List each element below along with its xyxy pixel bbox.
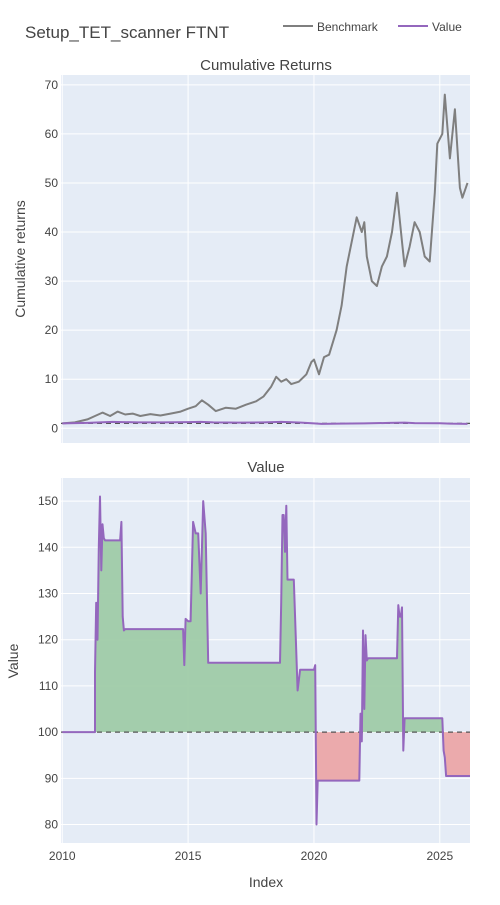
value-y-tick-label: 120 bbox=[38, 633, 58, 647]
value-x-ticks: 2010 2015 2020 2025 bbox=[49, 849, 454, 863]
value-panel-title: Value bbox=[247, 459, 284, 476]
value-x-axis-label: Index bbox=[249, 874, 283, 890]
value-y-tick-label: 110 bbox=[39, 679, 58, 693]
gain-fill-area bbox=[62, 496, 471, 733]
legend-label-benchmark[interactable]: Benchmark bbox=[317, 20, 379, 34]
series-line-value bbox=[62, 495, 470, 826]
cumulative-returns-y-tick-label: 40 bbox=[45, 225, 59, 239]
value-y-tick-label: 80 bbox=[45, 818, 59, 832]
cumulative-returns-y-tick-label: 10 bbox=[45, 372, 59, 386]
value-y-tick-label: 150 bbox=[38, 494, 58, 508]
value-lines bbox=[61, 495, 470, 826]
value-y-ticks: 80 90 100 110 120 130 140 150 bbox=[38, 494, 58, 831]
cumulative-returns-y-tick-label: 50 bbox=[45, 176, 59, 190]
cumulative-returns-y-tick-label: 70 bbox=[45, 78, 59, 92]
cumulative-returns-y-tick-label: 0 bbox=[51, 421, 58, 435]
value-y-tick-label: 90 bbox=[45, 771, 59, 785]
cumulative-returns-panel: Cumulative Returns Cumulative returns 0 1… bbox=[12, 57, 470, 443]
value-y-tick-label: 140 bbox=[38, 540, 58, 554]
value-y-axis-label: Value bbox=[5, 643, 21, 678]
chart-title: Setup_TET_scanner FTNT bbox=[25, 23, 229, 42]
cumulative-returns-gridlines bbox=[61, 75, 470, 443]
value-x-tick-label: 2010 bbox=[49, 849, 76, 863]
cumulative-returns-plot-area[interactable] bbox=[61, 75, 470, 443]
cumulative-returns-y-axis-label: Cumulative returns bbox=[12, 200, 28, 318]
value-panel: Value Value Index 80 90 100 110 120 130 140 150… bbox=[5, 459, 471, 890]
cumulative-returns-title: Cumulative Returns bbox=[200, 57, 332, 74]
value-x-tick-label: 2025 bbox=[426, 849, 453, 863]
value-x-tick-label: 2020 bbox=[301, 849, 328, 863]
cumulative-returns-y-ticks: 0 10 20 30 40 50 60 70 bbox=[45, 78, 59, 435]
cumulative-returns-lines bbox=[61, 93, 470, 425]
value-y-tick-label: 130 bbox=[38, 587, 58, 601]
legend-label-value[interactable]: Value bbox=[432, 20, 462, 34]
value-x-tick-label: 2015 bbox=[175, 849, 202, 863]
cumulative-returns-y-tick-label: 60 bbox=[45, 127, 59, 141]
series-line-value bbox=[62, 420, 468, 425]
series-line-benchmark bbox=[62, 93, 469, 425]
value-y-tick-label: 100 bbox=[38, 725, 58, 739]
legend[interactable]: Benchmark Value bbox=[283, 20, 462, 34]
cumulative-returns-y-tick-label: 30 bbox=[45, 274, 59, 288]
value-fill-areas bbox=[62, 496, 471, 825]
cumulative-returns-y-tick-label: 20 bbox=[45, 323, 59, 337]
